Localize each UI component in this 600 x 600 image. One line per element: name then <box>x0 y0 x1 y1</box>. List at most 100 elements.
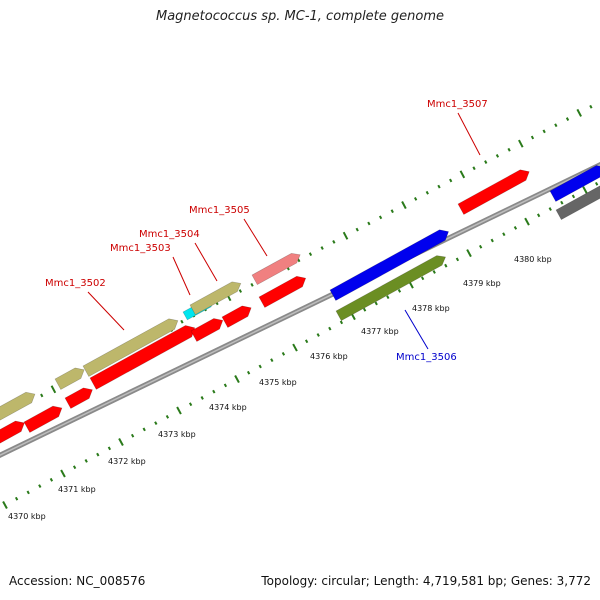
inner-tick-minor <box>444 263 448 268</box>
gene-label: Mmc1_3507 <box>427 99 488 110</box>
outer-tick-minor <box>589 104 593 109</box>
gene-label-leader <box>243 218 268 257</box>
map-title: Magnetococcus sp. MC-1, complete genome <box>155 9 445 24</box>
inner-tick-minor <box>502 232 506 237</box>
inner-tick-minor <box>339 320 344 325</box>
inner-tick-minor <box>223 383 228 388</box>
inner-tick-major <box>176 406 182 415</box>
backbone-highlight <box>0 164 600 456</box>
inner-tick-minor <box>513 226 518 230</box>
gene-red-5 <box>190 318 224 342</box>
gene-blue-1 <box>329 229 449 301</box>
gene-khaki-4 <box>189 281 242 316</box>
inner-tick-minor <box>386 295 390 300</box>
gene-red-1 <box>0 420 25 444</box>
inner-tick-major <box>292 343 298 352</box>
outer-tick-minor <box>320 246 324 250</box>
gene-pink <box>251 253 301 286</box>
inner-scale-ticks <box>2 181 599 509</box>
inner-tick-minor <box>142 427 146 432</box>
inner-tick-minor <box>49 477 54 482</box>
inner-tick-major <box>582 186 588 195</box>
outer-tick-minor <box>250 283 254 287</box>
gene-red-3 <box>64 387 93 409</box>
inner-tick-minor <box>536 213 541 218</box>
scale-label: 4375 kbp <box>259 378 297 387</box>
outer-tick-minor <box>565 117 570 121</box>
inner-tick-minor <box>478 244 483 249</box>
gene-features <box>0 165 600 444</box>
gene-label-leader <box>172 256 191 296</box>
inner-tick-major <box>118 438 124 447</box>
outer-tick-minor <box>484 160 488 164</box>
inner-tick-minor <box>490 238 494 243</box>
gene-label-leader <box>87 291 125 331</box>
outer-tick-minor <box>472 166 476 171</box>
scale-label: 4380 kbp <box>514 255 552 264</box>
inner-tick-minor <box>165 414 170 419</box>
inner-tick-minor <box>154 421 158 426</box>
genome-stats-text: Topology: circular; Length: 4,719,581 bp… <box>261 574 591 588</box>
gene-olive <box>335 255 446 322</box>
outer-tick-minor <box>414 197 418 201</box>
outer-tick-minor <box>425 190 429 195</box>
gene-label: Mmc1_3502 <box>45 278 106 289</box>
inner-tick-minor <box>96 452 100 457</box>
inner-tick-minor <box>200 396 204 400</box>
inner-tick-minor <box>84 459 88 463</box>
inner-tick-minor <box>374 301 378 306</box>
scale-label: 4376 kbp <box>310 352 348 361</box>
inner-tick-minor <box>107 446 112 451</box>
outer-tick-major <box>576 108 582 117</box>
gene-blue-2 <box>549 165 600 202</box>
inner-tick-minor <box>270 358 274 363</box>
inner-tick-minor <box>560 200 564 205</box>
inner-tick-minor <box>316 333 320 337</box>
inner-tick-minor <box>328 326 332 331</box>
inner-tick-major <box>466 249 472 258</box>
scale-label: 4374 kbp <box>209 403 247 412</box>
outer-tick-major <box>459 170 466 179</box>
gene-label-leader <box>194 242 218 282</box>
inner-tick-minor <box>397 288 402 293</box>
gene-red-8 <box>457 169 530 215</box>
inner-tick-minor <box>455 257 460 262</box>
inner-tick-minor <box>258 364 262 369</box>
inner-tick-minor <box>26 490 30 495</box>
inner-tick-minor <box>432 270 436 274</box>
gene-labels: Mmc1_3502 Mmc1_3503 Mmc1_3504 Mmc1_3505 Mmc1… <box>45 99 488 363</box>
outer-tick-minor <box>238 289 242 293</box>
outer-tick-major <box>518 139 524 148</box>
inner-tick-minor <box>595 181 599 186</box>
gene-khaki-1 <box>0 391 36 421</box>
scale-label: 4377 kbp <box>361 327 399 336</box>
inner-tick-major <box>2 501 8 509</box>
scale-label: 4373 kbp <box>158 430 196 439</box>
scale-label: 4372 kbp <box>108 457 146 466</box>
outer-tick-minor <box>297 258 301 263</box>
genome-backbone <box>0 162 600 458</box>
inner-tick-minor <box>188 402 193 407</box>
outer-tick-minor <box>40 393 44 398</box>
gene-label: Mmc1_3504 <box>139 229 200 240</box>
inner-tick-minor <box>548 207 552 211</box>
outer-tick-minor <box>180 319 184 324</box>
gene-label-leader <box>404 309 429 350</box>
outer-tick-minor <box>542 129 546 134</box>
gene-label: Mmc1_3503 <box>110 243 171 254</box>
inner-tick-minor <box>38 484 42 488</box>
outer-tick-minor <box>308 252 313 257</box>
scale-label: 4379 kbp <box>463 279 501 288</box>
gene-khaki-2 <box>54 367 85 390</box>
outer-tick-major <box>401 201 407 210</box>
inner-tick-minor <box>246 370 251 375</box>
gene-red-2 <box>23 405 63 433</box>
outer-tick-minor <box>355 227 359 232</box>
outer-tick-major <box>342 231 349 240</box>
outer-tick-major <box>50 385 57 394</box>
outer-tick-minor <box>449 178 453 183</box>
gene-label: Mmc1_3506 <box>396 352 457 363</box>
inner-tick-minor <box>212 389 216 394</box>
outer-tick-minor <box>495 154 500 158</box>
